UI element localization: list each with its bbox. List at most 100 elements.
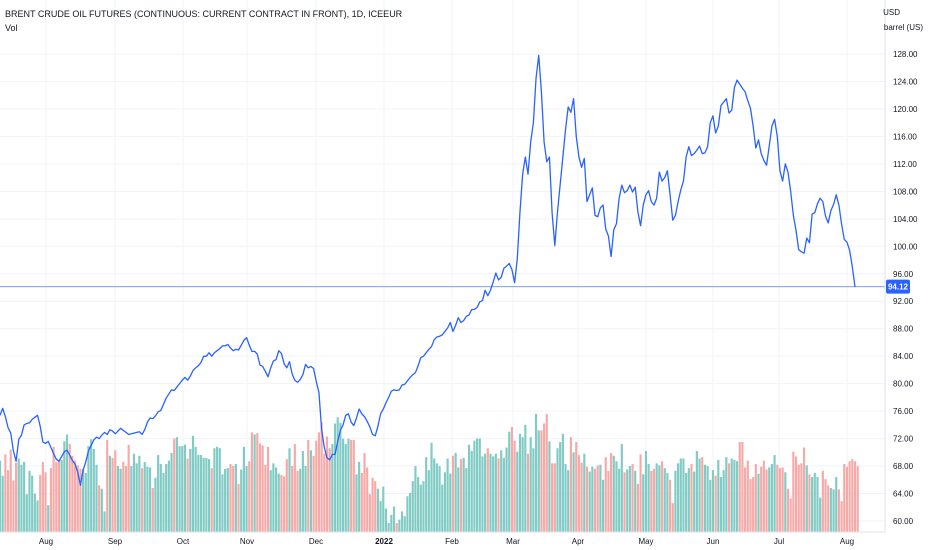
- volume-bar: [821, 470, 824, 532]
- x-tick-label: May: [638, 537, 653, 546]
- volume-bar: [309, 450, 312, 532]
- volume-bar: [746, 460, 749, 532]
- volume-bar: [805, 465, 808, 532]
- volume-bar: [781, 467, 784, 532]
- volume-bar: [819, 497, 822, 532]
- volume-bar: [9, 449, 12, 532]
- volume-bar: [765, 469, 768, 532]
- volume-bar: [502, 457, 505, 532]
- volume-bar: [832, 489, 835, 532]
- volume-bar: [253, 434, 256, 532]
- volume-bar: [730, 458, 733, 532]
- volume-bar: [840, 501, 843, 532]
- y-tick-label: 100.00: [893, 242, 918, 251]
- volume-bar: [762, 460, 765, 532]
- volume-bar: [543, 423, 546, 532]
- volume-bar: [620, 444, 623, 532]
- volume-bar: [41, 461, 44, 532]
- volume-bar: [494, 453, 497, 532]
- volume-bar: [537, 430, 540, 532]
- volume-bar: [344, 444, 347, 532]
- volume-bar: [698, 458, 701, 532]
- volume-bar: [813, 472, 816, 532]
- volume-indicator-label: Vol: [5, 23, 18, 33]
- volume-bar: [138, 455, 141, 532]
- volume-bar: [628, 466, 631, 532]
- volume-bar: [784, 472, 787, 532]
- volume-bar: [242, 446, 245, 532]
- y-tick-label: 96.00: [893, 270, 914, 279]
- volume-bar: [130, 466, 133, 532]
- volume-bar: [371, 477, 374, 532]
- volume-bar: [272, 463, 275, 532]
- volume-bar: [443, 472, 446, 532]
- volume-bar: [652, 468, 656, 532]
- volume-bar: [690, 463, 693, 532]
- volume-bar: [682, 458, 685, 532]
- volume-bar: [240, 469, 243, 532]
- volume-bar: [347, 438, 350, 532]
- volume-bar: [114, 450, 117, 532]
- volume-bar: [644, 450, 648, 532]
- volume-bar: [430, 442, 433, 532]
- volume-bar: [52, 446, 55, 532]
- volume-bar: [524, 424, 527, 532]
- volume-bar: [425, 457, 428, 532]
- volume-bar: [735, 461, 739, 532]
- volume-bar: [264, 464, 267, 532]
- volume-bar: [457, 467, 460, 532]
- volume-bar: [776, 464, 779, 532]
- volume-bar: [658, 465, 661, 532]
- volume-bar: [248, 461, 251, 532]
- x-tick-label: Jun: [707, 537, 720, 546]
- volume-bar: [98, 485, 101, 532]
- volume-bar: [642, 474, 645, 532]
- volume-bar: [224, 468, 227, 532]
- volume-bar: [73, 460, 77, 532]
- volume-bar: [207, 459, 211, 532]
- unit-label: barrel (US): [883, 23, 923, 32]
- volume-bar: [331, 444, 334, 532]
- volume-bar: [175, 437, 178, 532]
- volume-bar: [307, 439, 310, 532]
- volume-bar: [157, 455, 160, 532]
- volume-bar: [191, 435, 195, 532]
- volume-bar: [245, 466, 248, 532]
- volume-bar: [4, 454, 7, 532]
- volume-bar: [221, 474, 224, 532]
- volume-bar: [451, 455, 455, 532]
- volume-bar: [856, 466, 859, 532]
- volume-bar: [0, 460, 2, 532]
- volume-bar: [757, 473, 760, 532]
- volume-bar: [258, 443, 262, 532]
- volume-bar: [350, 439, 353, 532]
- volume-bar: [63, 441, 66, 532]
- volume-bar: [100, 488, 103, 532]
- volume-bar: [486, 448, 489, 532]
- volume-bar: [438, 466, 441, 532]
- volume-bar: [205, 457, 208, 532]
- volume-bar: [752, 477, 755, 532]
- volume-bar: [358, 461, 361, 532]
- volume-bar: [154, 477, 157, 532]
- volume-bar: [615, 461, 618, 532]
- volume-bar: [374, 481, 377, 532]
- volume-bar: [124, 466, 128, 532]
- volume-bar: [510, 426, 513, 532]
- volume-bar: [738, 442, 741, 532]
- y-tick-label: 124.00: [893, 77, 918, 86]
- volume-bar: [403, 516, 406, 532]
- volume-bar: [103, 511, 106, 532]
- volume-bar: [717, 459, 720, 532]
- x-tick-label: 2022: [375, 537, 393, 546]
- volume-bar: [269, 470, 272, 532]
- volume-bar: [186, 458, 189, 532]
- volume-bar: [44, 472, 47, 532]
- volume-bar: [853, 461, 857, 532]
- y-tick-label: 68.00: [893, 462, 914, 471]
- volume-bar: [559, 442, 562, 532]
- volume-bar: [601, 479, 605, 532]
- y-tick-label: 76.00: [893, 407, 914, 416]
